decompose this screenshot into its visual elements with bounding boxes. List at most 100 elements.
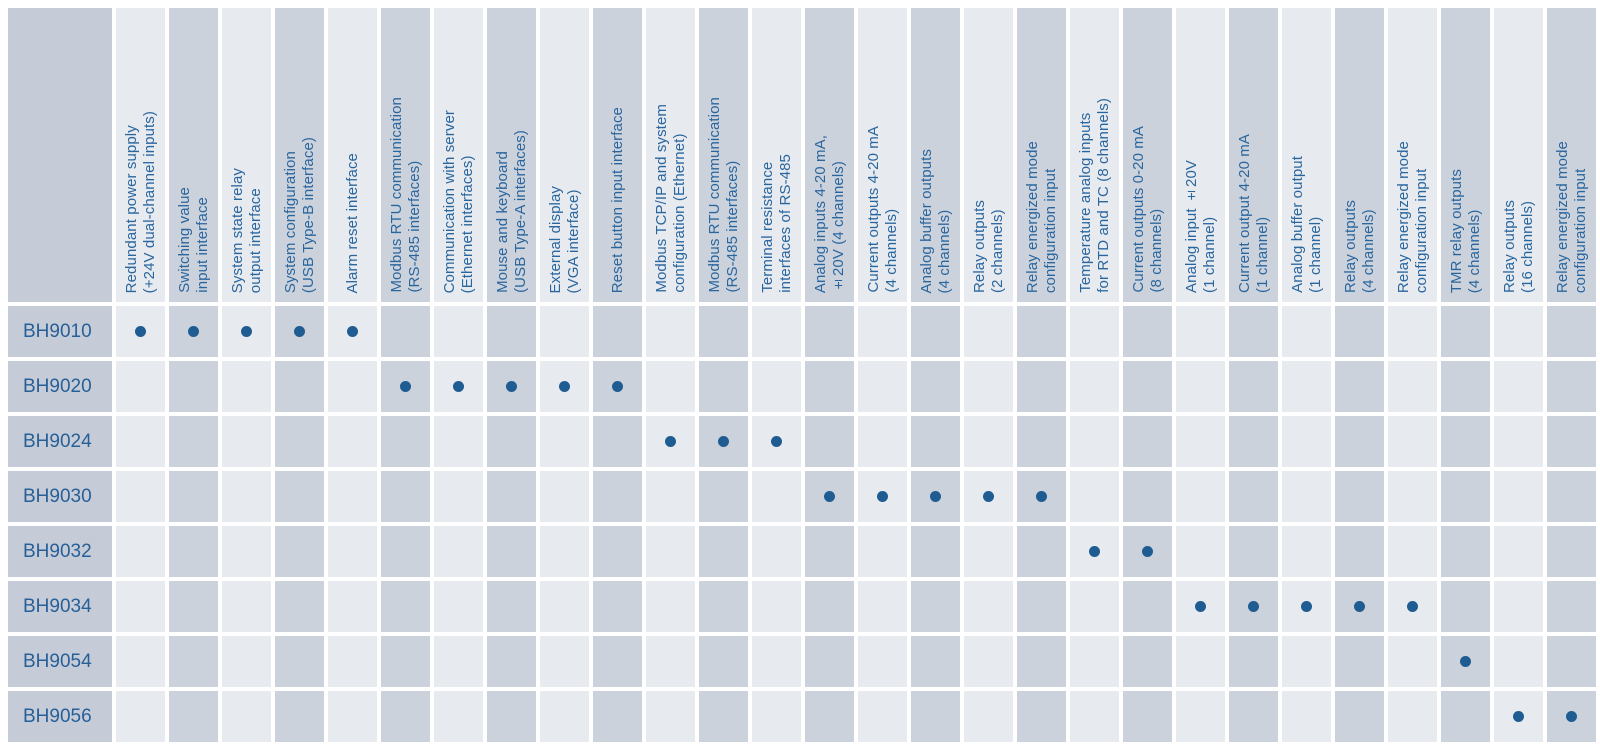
matrix-cell bbox=[699, 416, 748, 467]
row-label: BH9034 bbox=[8, 581, 112, 632]
matrix-cell bbox=[169, 361, 218, 412]
feature-dot bbox=[983, 491, 994, 502]
column-header-label: Analog buffer outputs (4 channels) bbox=[917, 148, 953, 293]
matrix-cell bbox=[1547, 361, 1596, 412]
matrix-cell bbox=[1282, 581, 1331, 632]
column-header-label: Alarm reset interface bbox=[343, 152, 361, 293]
corner-cell bbox=[8, 8, 112, 302]
matrix-cell bbox=[540, 306, 589, 357]
matrix-cell bbox=[858, 636, 907, 687]
feature-dot bbox=[1195, 601, 1206, 612]
feature-dot bbox=[718, 436, 729, 447]
matrix-cell bbox=[858, 471, 907, 522]
matrix-cell bbox=[1547, 306, 1596, 357]
matrix-cell bbox=[540, 471, 589, 522]
feature-dot bbox=[135, 326, 146, 337]
column-header-label: Current outputs 4-20 mA (4 channels) bbox=[864, 126, 900, 293]
column-header-label: Terminal resistance interfaces of RS-485 bbox=[758, 154, 794, 293]
matrix-cell bbox=[752, 636, 801, 687]
matrix-cell bbox=[328, 526, 377, 577]
matrix-cell bbox=[646, 636, 695, 687]
column-header: System configuration (USB Type-B interfa… bbox=[275, 8, 324, 302]
matrix-cell bbox=[434, 581, 483, 632]
matrix-cell bbox=[964, 526, 1013, 577]
column-header-label: Current outputs 0-20 mA (8 channels) bbox=[1129, 126, 1165, 293]
matrix-cell bbox=[328, 636, 377, 687]
matrix-cell bbox=[805, 581, 854, 632]
matrix-cell bbox=[1388, 471, 1437, 522]
matrix-cell bbox=[1388, 581, 1437, 632]
feature-dot bbox=[1248, 601, 1259, 612]
row-label-text: BH9010 bbox=[23, 320, 92, 342]
matrix-cell bbox=[169, 306, 218, 357]
matrix-cell bbox=[116, 581, 165, 632]
matrix-cell bbox=[434, 471, 483, 522]
matrix-cell bbox=[1070, 471, 1119, 522]
feature-dot bbox=[188, 326, 199, 337]
matrix-cell bbox=[1494, 581, 1543, 632]
column-header-label: System configuration (USB Type-B interfa… bbox=[281, 136, 317, 293]
matrix-cell bbox=[911, 581, 960, 632]
matrix-cell bbox=[328, 691, 377, 742]
matrix-cell bbox=[434, 526, 483, 577]
column-header: Relay outputs (2 channels) bbox=[964, 8, 1013, 302]
feature-dot bbox=[241, 326, 252, 337]
column-header: Temperature analog inputs for RTD and TC… bbox=[1070, 8, 1119, 302]
column-header-label: Relay energized mode configuration input bbox=[1023, 140, 1059, 293]
column-header-label: Relay energized mode configuration input bbox=[1553, 140, 1589, 293]
column-header-label: Analog inputs 4-20 mA, ±20V (4 channels) bbox=[811, 134, 847, 293]
matrix-cell bbox=[381, 306, 430, 357]
feature-dot bbox=[1036, 491, 1047, 502]
matrix-cell bbox=[540, 636, 589, 687]
column-header-label: Relay outputs (16 channels) bbox=[1500, 199, 1536, 293]
matrix-cell bbox=[1388, 691, 1437, 742]
matrix-cell bbox=[540, 581, 589, 632]
matrix-cell bbox=[169, 416, 218, 467]
matrix-cell bbox=[169, 581, 218, 632]
feature-dot bbox=[1301, 601, 1312, 612]
feature-dot bbox=[1407, 601, 1418, 612]
column-header: Relay energized mode configuration input bbox=[1547, 8, 1596, 302]
matrix-cell bbox=[1176, 361, 1225, 412]
column-header: Modbus RTU communication (RS-485 interfa… bbox=[381, 8, 430, 302]
matrix-cell bbox=[1123, 361, 1172, 412]
matrix-cell bbox=[1494, 526, 1543, 577]
feature-dot bbox=[294, 326, 305, 337]
matrix-cell bbox=[116, 526, 165, 577]
matrix-cell bbox=[381, 526, 430, 577]
feature-dot bbox=[1513, 711, 1524, 722]
matrix-cell bbox=[964, 691, 1013, 742]
matrix-cell bbox=[381, 361, 430, 412]
matrix-cell bbox=[222, 636, 271, 687]
row-label: BH9030 bbox=[8, 471, 112, 522]
matrix-cell bbox=[1441, 526, 1490, 577]
matrix-cell bbox=[1441, 416, 1490, 467]
column-header-label: Mouse and keyboard (USB Type-A interface… bbox=[493, 130, 529, 293]
feature-dot bbox=[1460, 656, 1471, 667]
column-header: Redundant power supply (+24V dual-channe… bbox=[116, 8, 165, 302]
matrix-cell bbox=[964, 636, 1013, 687]
column-header: Analog buffer output (1 channel) bbox=[1282, 8, 1331, 302]
matrix-cell bbox=[1494, 471, 1543, 522]
column-header: Relay outputs (4 channels) bbox=[1335, 8, 1384, 302]
matrix-cell bbox=[805, 691, 854, 742]
matrix-cell bbox=[1123, 691, 1172, 742]
feature-dot bbox=[612, 381, 623, 392]
matrix-cell bbox=[805, 526, 854, 577]
column-header: Current outputs 0-20 mA (8 channels) bbox=[1123, 8, 1172, 302]
column-header: Relay energized mode configuration input bbox=[1388, 8, 1437, 302]
matrix-cell bbox=[1070, 526, 1119, 577]
matrix-cell bbox=[381, 691, 430, 742]
matrix-cell bbox=[381, 636, 430, 687]
matrix-cell bbox=[646, 581, 695, 632]
matrix-cell bbox=[1070, 691, 1119, 742]
matrix-cell bbox=[434, 306, 483, 357]
column-header: Modbus RTU communication (RS-485 interfa… bbox=[699, 8, 748, 302]
matrix-cell bbox=[116, 636, 165, 687]
matrix-cell bbox=[1282, 361, 1331, 412]
matrix-cell bbox=[964, 361, 1013, 412]
column-header: Communication with server (Ethernet inte… bbox=[434, 8, 483, 302]
row-label: BH9024 bbox=[8, 416, 112, 467]
matrix-cell bbox=[1123, 581, 1172, 632]
column-header-label: Analog buffer output (1 channel) bbox=[1288, 156, 1324, 293]
